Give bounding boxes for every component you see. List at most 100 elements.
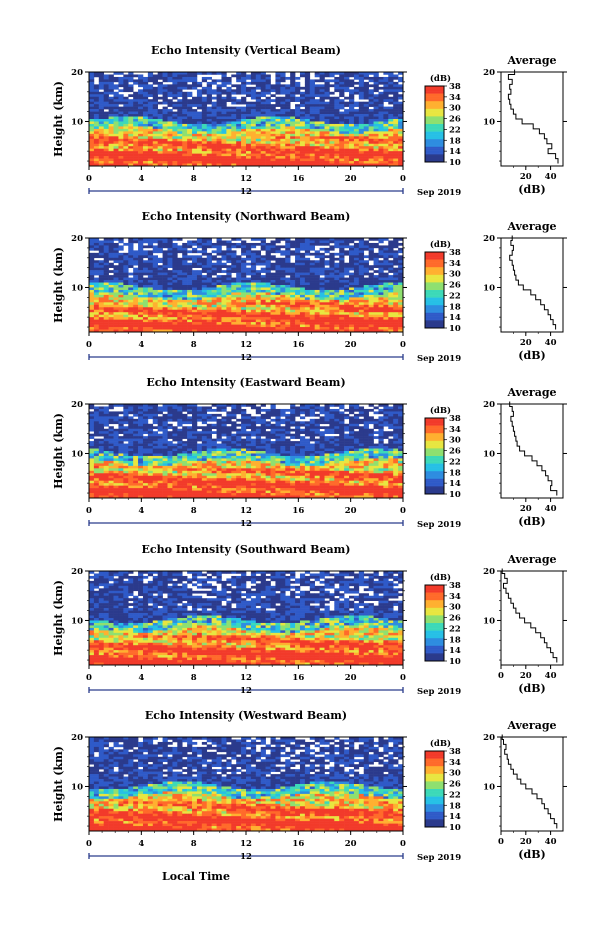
colorbar-tick-label: 38 bbox=[449, 414, 461, 424]
colorbar-segment bbox=[425, 797, 444, 800]
x-tick-label: 20 bbox=[345, 839, 357, 849]
colorbar-tick-label: 30 bbox=[449, 104, 461, 114]
colorbar-segment bbox=[425, 295, 444, 297]
colorbar-segment bbox=[425, 418, 444, 420]
colorbar-segment bbox=[425, 121, 444, 124]
y-tick-label: 10 bbox=[71, 782, 83, 792]
colorbar-segment bbox=[425, 466, 444, 468]
average-profile-line bbox=[501, 568, 558, 663]
colorbar-segment bbox=[425, 272, 444, 274]
colorbar-tick-label: 30 bbox=[449, 603, 461, 613]
x-tick-label: 8 bbox=[191, 839, 197, 849]
colorbar-segment bbox=[425, 120, 444, 122]
colorbar-segment bbox=[425, 823, 444, 825]
day-marker-label: 12 bbox=[240, 519, 252, 529]
colorbar-segment bbox=[425, 456, 444, 458]
panel-title: Echo Intensity (Vertical Beam) bbox=[151, 44, 341, 57]
panel-title: Echo Intensity (Westward Beam) bbox=[145, 709, 347, 722]
y-axis-label: Height (km) bbox=[52, 247, 65, 323]
colorbar-segment bbox=[425, 434, 444, 437]
colorbar-tick-label: 30 bbox=[449, 436, 461, 446]
x-tick-label: 12 bbox=[240, 506, 252, 516]
colorbar-segment bbox=[425, 778, 444, 781]
colorbar-segment bbox=[425, 614, 444, 616]
colorbar-segment bbox=[425, 113, 444, 116]
colorbar-segment bbox=[425, 319, 444, 321]
x-tick-label: 8 bbox=[191, 340, 197, 350]
average-x-tick-label: 40 bbox=[545, 504, 557, 514]
colorbar-segment bbox=[425, 635, 444, 638]
colorbar-segment bbox=[425, 421, 444, 424]
colorbar-segment bbox=[425, 602, 444, 605]
colorbar-frame bbox=[424, 85, 445, 163]
colorbar-segment bbox=[425, 292, 444, 295]
colorbar-segment bbox=[425, 644, 444, 647]
colorbar-segment bbox=[425, 809, 444, 811]
colorbar-segment bbox=[425, 136, 444, 139]
colorbar-segment bbox=[425, 650, 444, 653]
colorbar-segment bbox=[425, 600, 444, 602]
day-marker-label: 12 bbox=[240, 353, 252, 363]
colorbar-tick-label: 10 bbox=[449, 490, 461, 500]
colorbar-segment bbox=[425, 634, 444, 636]
colorbar-segment bbox=[425, 477, 444, 480]
colorbar-segment bbox=[425, 777, 444, 780]
panel-title: Echo Intensity (Eastward Beam) bbox=[146, 376, 345, 389]
colorbar-segment bbox=[425, 265, 444, 268]
colorbar-tick-label: 30 bbox=[449, 270, 461, 280]
x-tick-label: 8 bbox=[191, 506, 197, 516]
colorbar-segment bbox=[425, 271, 444, 273]
colorbar-segment bbox=[425, 268, 444, 271]
colorbar-segment bbox=[425, 785, 444, 787]
y-tick-label: 20 bbox=[71, 400, 83, 410]
date-label: Sep 2019 bbox=[417, 354, 461, 364]
colorbar-segment bbox=[425, 149, 444, 151]
colorbar-segment bbox=[425, 108, 444, 111]
colorbar-segment bbox=[425, 633, 444, 635]
colorbar-segment bbox=[425, 767, 444, 770]
x-tick-label: 4 bbox=[138, 506, 144, 516]
colorbar-segment bbox=[425, 617, 444, 620]
colorbar-segment bbox=[425, 782, 444, 785]
colorbar-segment bbox=[425, 753, 444, 756]
colorbar-segment bbox=[425, 792, 444, 795]
average-y-tick-label: 10 bbox=[483, 117, 495, 127]
colorbar-segment bbox=[425, 117, 444, 120]
colorbar-segment bbox=[425, 102, 444, 105]
colorbar-segment bbox=[425, 457, 444, 459]
colorbar-tick-label: 18 bbox=[449, 302, 461, 312]
x-tick-label: 16 bbox=[292, 174, 304, 184]
colorbar-segment bbox=[425, 462, 444, 464]
heatmap-cells bbox=[89, 404, 404, 499]
colorbar-tick-label: 34 bbox=[449, 758, 461, 768]
x-tick-label: 8 bbox=[191, 673, 197, 683]
average-x-tick-label: 40 bbox=[545, 172, 557, 182]
colorbar-segment bbox=[425, 794, 444, 796]
colorbar-segment bbox=[425, 804, 444, 806]
colorbar-segment bbox=[425, 279, 444, 282]
colorbar-segment bbox=[425, 787, 444, 790]
colorbar-frame bbox=[424, 584, 445, 662]
colorbar-tick-label: 26 bbox=[449, 614, 461, 624]
colorbar-tick-label: 38 bbox=[449, 747, 461, 757]
average-profile-line bbox=[507, 69, 559, 164]
colorbar-tick-label: 14 bbox=[449, 812, 461, 822]
average-frame bbox=[500, 736, 564, 832]
colorbar-segment bbox=[425, 433, 444, 435]
colorbar-segment bbox=[425, 482, 444, 485]
colorbar-tick-label: 18 bbox=[449, 635, 461, 645]
colorbar-tick-label: 34 bbox=[449, 259, 461, 269]
y-tick-label: 10 bbox=[71, 449, 83, 459]
heatmap-cells bbox=[89, 238, 404, 333]
average-y-tick-label: 20 bbox=[483, 234, 495, 244]
colorbar-segment bbox=[425, 490, 444, 492]
colorbar-segment bbox=[425, 630, 444, 633]
colorbar-segment bbox=[425, 263, 444, 265]
colorbar-segment bbox=[425, 122, 444, 125]
colorbar-segment bbox=[425, 257, 444, 259]
colorbar-segment bbox=[425, 306, 444, 309]
y-tick-label: 20 bbox=[71, 733, 83, 743]
colorbar-segment bbox=[425, 453, 444, 456]
colorbar-segment bbox=[425, 311, 444, 314]
colorbar-segment bbox=[425, 106, 444, 108]
